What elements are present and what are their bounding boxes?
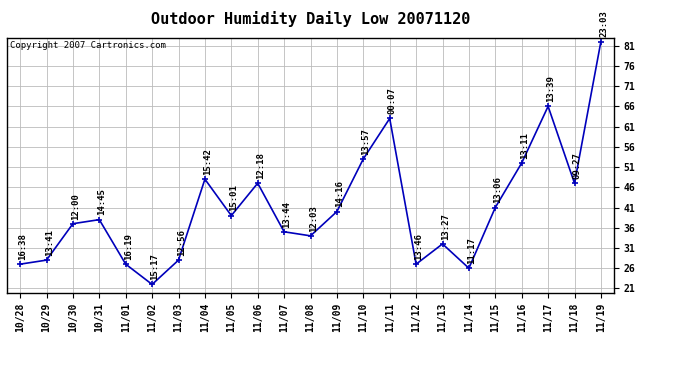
Text: 13:57: 13:57 bbox=[362, 128, 371, 155]
Text: 13:41: 13:41 bbox=[45, 229, 54, 256]
Text: 14:45: 14:45 bbox=[97, 189, 106, 216]
Text: 00:07: 00:07 bbox=[388, 87, 397, 114]
Text: 13:39: 13:39 bbox=[546, 75, 555, 102]
Text: 12:00: 12:00 bbox=[71, 193, 80, 219]
Text: 13:11: 13:11 bbox=[520, 132, 529, 159]
Text: 15:42: 15:42 bbox=[203, 148, 213, 175]
Text: 11:17: 11:17 bbox=[467, 237, 476, 264]
Text: 15:17: 15:17 bbox=[150, 254, 159, 280]
Text: 14:16: 14:16 bbox=[335, 180, 344, 207]
Text: 09:27: 09:27 bbox=[573, 152, 582, 179]
Text: 13:06: 13:06 bbox=[493, 177, 502, 203]
Text: 12:18: 12:18 bbox=[256, 152, 265, 179]
Text: 13:27: 13:27 bbox=[441, 213, 450, 240]
Text: 16:38: 16:38 bbox=[19, 233, 28, 260]
Text: 13:44: 13:44 bbox=[282, 201, 291, 228]
Text: 23:03: 23:03 bbox=[599, 10, 608, 38]
Text: Outdoor Humidity Daily Low 20071120: Outdoor Humidity Daily Low 20071120 bbox=[151, 11, 470, 27]
Text: Copyright 2007 Cartronics.com: Copyright 2007 Cartronics.com bbox=[10, 41, 166, 50]
Text: 16:19: 16:19 bbox=[124, 233, 133, 260]
Text: 12:03: 12:03 bbox=[309, 205, 318, 232]
Text: 13:46: 13:46 bbox=[415, 233, 424, 260]
Text: 12:56: 12:56 bbox=[177, 229, 186, 256]
Text: 15:01: 15:01 bbox=[230, 184, 239, 211]
